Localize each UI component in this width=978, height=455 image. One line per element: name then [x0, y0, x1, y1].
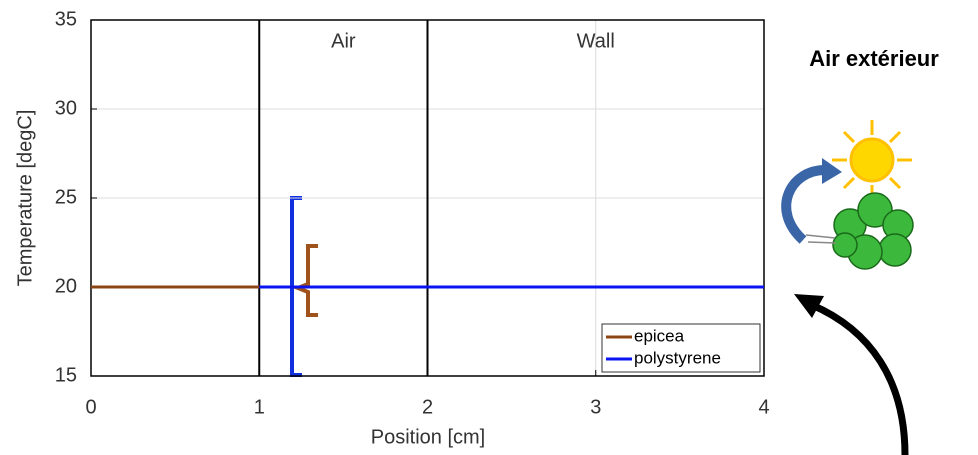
y-tick-label: 25: [55, 186, 77, 208]
circular-arrow: [781, 165, 826, 244]
legend-label: polystyrene: [634, 348, 721, 367]
x-axis-label: Position [cm]: [371, 426, 485, 448]
y-tick-label: 20: [55, 275, 77, 297]
x-tick-label: 4: [758, 396, 769, 418]
sun-icon: [832, 120, 912, 200]
side-label: Air extérieur: [809, 46, 939, 71]
region-label: Wall: [577, 30, 615, 52]
y-tick-label: 35: [55, 8, 77, 30]
x-tick-label: 1: [254, 396, 265, 418]
y-tick-label: 30: [55, 97, 77, 119]
arrow-head: [822, 158, 842, 184]
legend-box: [601, 323, 761, 373]
x-tick-label: 0: [85, 396, 96, 418]
y-tick-label: 15: [55, 364, 77, 386]
pointer-arrow: [810, 301, 909, 455]
x-tick-label: 2: [422, 396, 433, 418]
arrow-head: [794, 294, 824, 318]
brace: [292, 244, 318, 317]
region-label: Air: [331, 30, 356, 52]
legend-label: epicea: [634, 326, 685, 345]
wind-cloud-icon: [805, 192, 914, 270]
y-axis-label: Temperature [degC]: [14, 110, 36, 287]
x-tick-label: 3: [590, 396, 601, 418]
